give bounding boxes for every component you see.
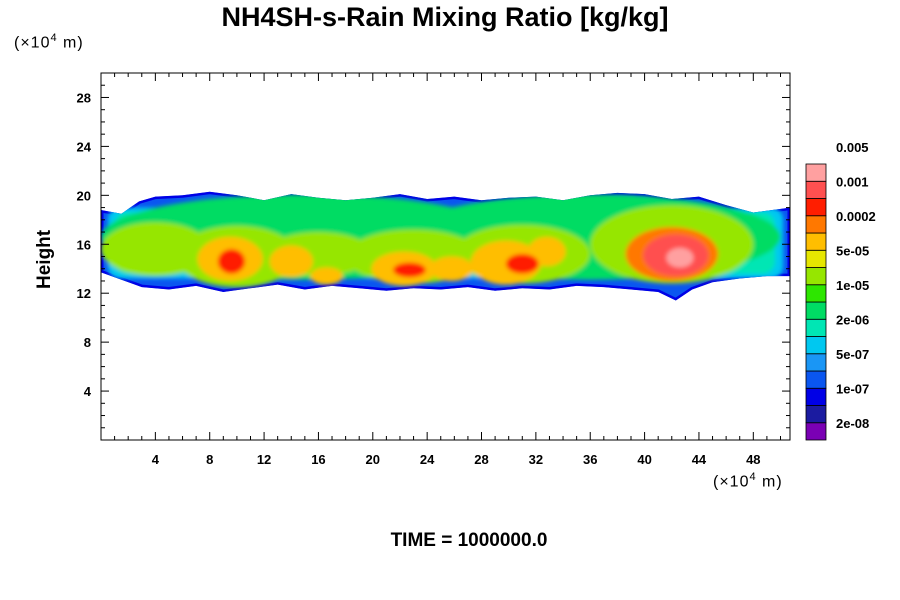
- y-tick-label: 20: [77, 188, 91, 203]
- field-cell-10: [310, 267, 343, 285]
- time-label: TIME = 1000000.0: [390, 530, 548, 551]
- y-tick-label: 12: [77, 286, 91, 301]
- x-tick-label: 44: [692, 452, 707, 467]
- colorbar-label: 0.005: [836, 140, 869, 155]
- colorbar-label: 1e-07: [836, 381, 869, 396]
- colorbar-label: 5e-05: [836, 243, 869, 258]
- colorbar-swatch: [805, 387, 827, 406]
- x-tick-label: 24: [420, 452, 435, 467]
- colorbar-swatch: [805, 336, 827, 355]
- y-tick-label: 28: [77, 90, 91, 105]
- field-cell-9: [269, 245, 313, 278]
- field-band: [101, 191, 790, 301]
- colorbar-label: 1e-05: [836, 278, 869, 293]
- x-tick-label: 20: [366, 452, 380, 467]
- colorbar-swatch: [805, 353, 827, 372]
- colorbar-swatch: [805, 370, 827, 389]
- x-tick-label: 28: [474, 452, 488, 467]
- y-tick-label: 8: [84, 335, 91, 350]
- chart-title: NH4SH-s-Rain Mixing Ratio [kg/kg]: [221, 2, 669, 32]
- colorbar-swatch: [805, 405, 827, 424]
- field-cell-12: [429, 256, 474, 281]
- field-cell-16: [217, 249, 246, 274]
- colorbar-swatch: [805, 198, 827, 217]
- field-cell-13: [470, 240, 542, 285]
- field-cell-17: [393, 262, 426, 278]
- field-cell-18: [505, 254, 539, 274]
- colorbar-swatch: [805, 249, 827, 268]
- band-interior: [101, 194, 784, 288]
- x-axis-unit: (×104 m): [713, 471, 783, 491]
- y-tick-label: 4: [84, 384, 92, 399]
- x-tick-label: 32: [529, 452, 543, 467]
- colorbar-label: 2e-06: [836, 312, 869, 327]
- field-cell-20: [666, 247, 694, 268]
- x-tick-label: 48: [746, 452, 760, 467]
- colorbar-swatch: [805, 301, 827, 320]
- colorbar-swatch: [805, 215, 827, 234]
- x-tick-label: 12: [257, 452, 271, 467]
- y-axis-unit: (×104 m): [14, 32, 84, 52]
- colorbar-swatch: [805, 284, 827, 303]
- x-tick-label: 4: [152, 452, 160, 467]
- colorbar-swatch: [805, 232, 827, 251]
- colorbar-swatch: [805, 422, 827, 441]
- field-cell-14: [527, 236, 566, 267]
- x-tick-label: 40: [637, 452, 651, 467]
- colorbar-swatch: [805, 318, 827, 337]
- colorbar-label: 0.001: [836, 174, 869, 189]
- x-tick-label: 16: [311, 452, 325, 467]
- colorbar-swatch: [805, 163, 827, 182]
- x-tick-label: 36: [583, 452, 597, 467]
- colorbar-swatch: [805, 180, 827, 199]
- colorbar-label: 0.0002: [836, 209, 876, 224]
- colorbar-label: 2e-08: [836, 416, 869, 431]
- y-tick-label: 16: [77, 237, 91, 252]
- x-tick-label: 8: [206, 452, 213, 467]
- y-tick-label: 24: [77, 139, 92, 154]
- colorbar-label: 5e-07: [836, 347, 869, 362]
- colorbar-swatch: [805, 267, 827, 286]
